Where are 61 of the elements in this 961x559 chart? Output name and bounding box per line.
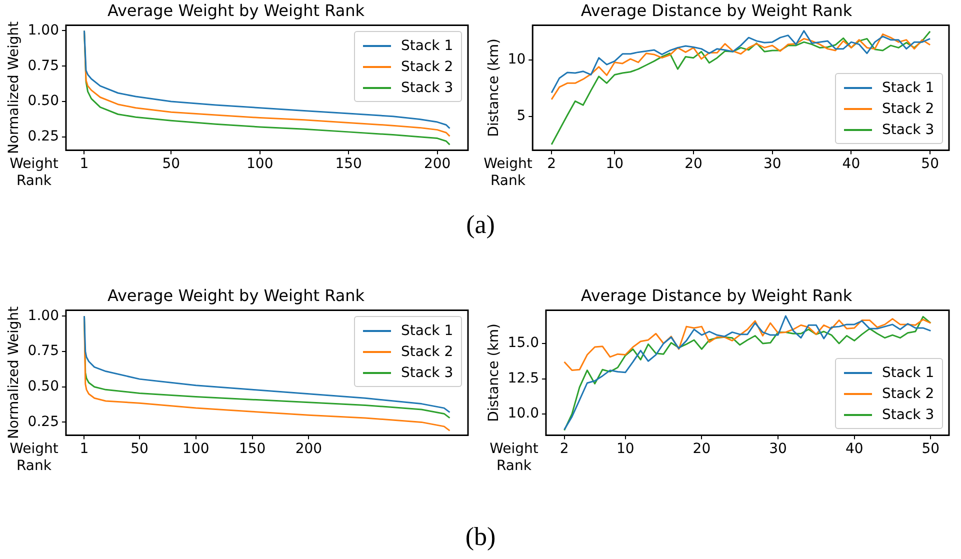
x-axis-title: Weight Rank xyxy=(8,156,60,190)
legend-label: Stack 3 xyxy=(401,80,454,96)
x-axis-title: Weight Rank xyxy=(8,441,60,476)
x-axis-title: Weight Rank xyxy=(482,156,534,190)
legend-label: Stack 1 xyxy=(882,80,934,96)
y-axis-title: Normalized Weight xyxy=(6,306,22,440)
x-tick-label: 150 xyxy=(238,441,266,458)
y-tick-label: 0.75 xyxy=(28,343,59,360)
chart-title: Average Weight by Weight Rank xyxy=(107,286,366,305)
y-tick-label: 1.00 xyxy=(28,308,59,324)
x-tick-label: 40 xyxy=(845,441,864,458)
x-tick-label: 10 xyxy=(606,156,624,172)
legend-label: Stack 2 xyxy=(882,100,934,117)
y-tick-label: 1.00 xyxy=(28,22,59,38)
x-tick-label: 50 xyxy=(162,156,180,172)
legend-label: Stack 3 xyxy=(882,122,934,138)
x-tick-label: 2 xyxy=(560,441,569,458)
y-tick-label: 0.75 xyxy=(28,58,59,74)
legend-label: Stack 3 xyxy=(401,364,454,381)
x-tick-label: 20 xyxy=(684,156,702,172)
legend-label: Stack 1 xyxy=(882,364,934,381)
x-tick-label: 50 xyxy=(922,441,940,458)
x-tick-label: 100 xyxy=(246,156,274,172)
x-tick-label: 150 xyxy=(335,156,362,172)
y-tick-label: 10.0 xyxy=(508,406,539,422)
y-tick-label: 0.25 xyxy=(28,128,59,145)
legend-label: Stack 1 xyxy=(401,322,454,339)
text: (a) xyxy=(465,210,496,240)
x-tick-label: 20 xyxy=(692,441,711,458)
legend-label: Stack 3 xyxy=(882,406,934,423)
x-tick-label: 2 xyxy=(547,156,556,172)
y-axis-title: Distance (km) xyxy=(486,324,502,422)
chart-title: Average Distance by Weight Rank xyxy=(580,0,853,20)
y-tick-label: 12.5 xyxy=(508,370,539,386)
x-axis-title: Weight Rank xyxy=(488,441,540,476)
y-tick-label: 0.50 xyxy=(28,93,59,110)
legend-label: Stack 2 xyxy=(401,58,454,75)
x-tick-label: 1 xyxy=(80,441,89,458)
y-tick-label: 15.0 xyxy=(508,335,539,352)
chart-title: Average Weight by Weight Rank xyxy=(107,0,366,20)
x-tick-label: 50 xyxy=(130,441,148,458)
y-axis-title: Normalized Weight xyxy=(6,20,22,154)
y-tick-label: 0.25 xyxy=(28,414,59,430)
x-tick-label: 100 xyxy=(182,441,210,458)
x-tick-label: 1 xyxy=(80,156,89,172)
legend-label: Stack 1 xyxy=(401,38,454,54)
y-tick-label: 10 xyxy=(508,52,526,68)
x-tick-label: 30 xyxy=(763,156,782,172)
y-tick-label: 0.50 xyxy=(28,378,59,394)
legend-label: Stack 2 xyxy=(882,386,934,402)
x-tick-label: 50 xyxy=(921,156,939,172)
legend-label: Stack 2 xyxy=(401,344,454,360)
text: (b) xyxy=(464,522,497,552)
y-tick-label: 5 xyxy=(516,108,526,124)
x-tick-label: 200 xyxy=(424,156,451,172)
x-tick-label: 10 xyxy=(616,441,634,458)
y-axis-title: Distance (km) xyxy=(486,38,502,137)
x-tick-label: 30 xyxy=(769,441,787,458)
chart-title: Average Distance by Weight Rank xyxy=(580,286,853,305)
x-tick-label: 200 xyxy=(295,441,322,458)
x-tick-label: 40 xyxy=(842,156,860,172)
